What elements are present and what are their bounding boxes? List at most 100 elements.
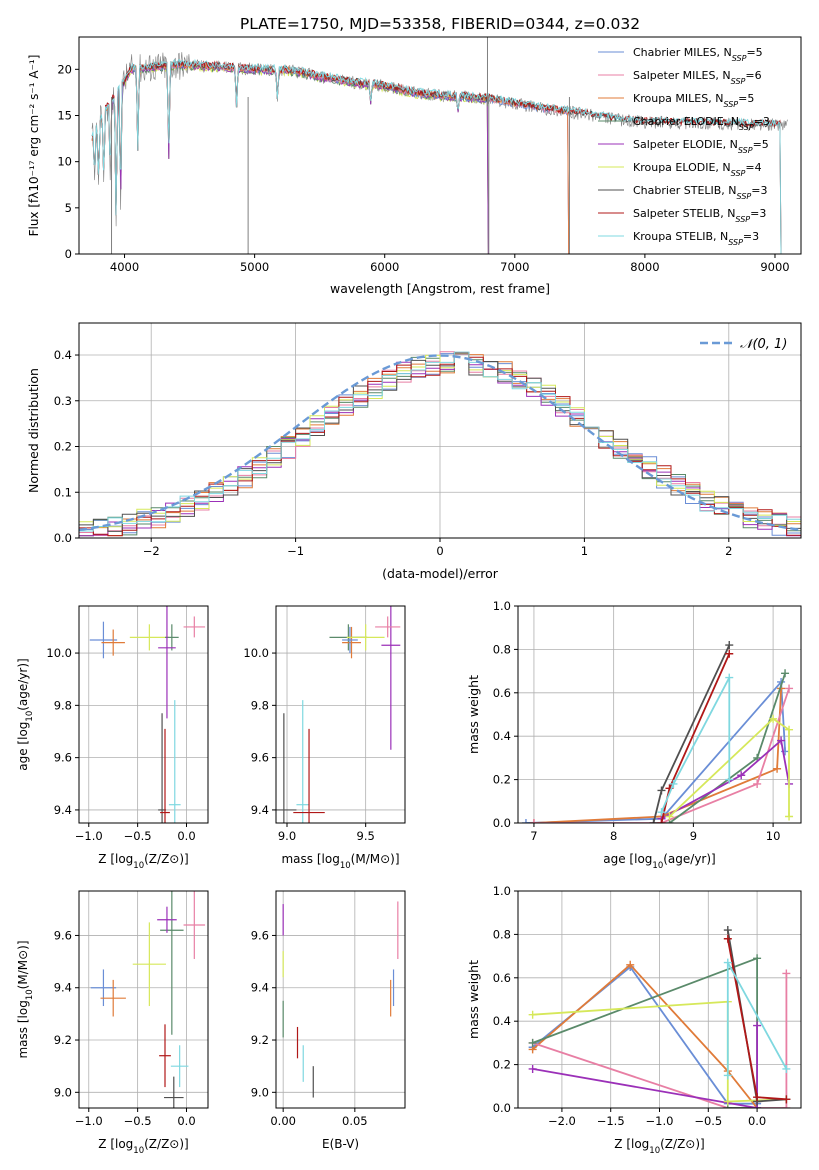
y-tick-label: 15 <box>57 108 72 122</box>
x-axis-label: Z [log10(Z/Z⊙)] <box>614 1137 704 1156</box>
y-tick-label: 9.0 <box>251 1085 269 1099</box>
weight-line-salp_miles <box>533 688 790 823</box>
weight-marker-salp_stelib <box>782 1095 791 1104</box>
residual-legend: 𝒩(0, 1) <box>700 337 787 352</box>
spectrum-legend: Chabrier MILES, NSSP=5 Salpeter MILES, NS… <box>598 46 770 247</box>
normal-curve <box>79 354 801 532</box>
y-axis-label: Normed distribution <box>26 368 41 493</box>
legend-entry-label: Kroupa STELIB, NSSP=3 <box>633 230 759 247</box>
y-tick-label: 0.8 <box>493 927 511 941</box>
y-tick-label: 9.6 <box>251 928 269 942</box>
weight-marker-krou_elodie <box>785 725 794 734</box>
errorbar-point-salp_miles <box>183 616 206 638</box>
errorbar-point-krou_elodie <box>132 922 166 1007</box>
weight-line-chab_miles <box>532 965 758 1105</box>
errorbar-point-salp_miles <box>183 891 206 959</box>
errorbar-point-krou_stelib <box>296 700 310 823</box>
y-axis-label: mass weight <box>466 960 481 1039</box>
x-tick-label: 9.5 <box>357 829 375 843</box>
x-tick-label: 8000 <box>630 260 659 274</box>
x-tick-label: −2 <box>143 544 160 558</box>
weight-line-salp_elodie <box>661 738 790 820</box>
weight-marker-chab_elodie <box>753 954 762 963</box>
x-tick-label: 7 <box>530 829 537 843</box>
mass_vs_Z-axes: −1.0 −0.5 0.0 9.0 9.2 9.4 9.6 Z [log10(Z/Z⊙)] ma… <box>16 890 209 1156</box>
weight-line-krou_stelib <box>660 677 731 813</box>
errorbar-point-salp_elodie <box>158 606 176 719</box>
y-tick-label: 0.4 <box>493 729 511 743</box>
y-tick-label: 0.1 <box>54 485 72 499</box>
axes-frame <box>275 605 406 824</box>
y-axis-label: mass weight <box>466 675 481 754</box>
errorbar-point-salp_stelib <box>293 728 325 823</box>
histogram-salp_stelib <box>79 351 801 537</box>
spectrum-model-line-krou_miles <box>91 60 570 254</box>
axes-frame <box>275 890 406 1109</box>
errorbar-point-salp_stelib <box>160 728 170 823</box>
weight-marker-krou_elodie <box>769 714 778 723</box>
legend-entry-label: Salpeter STELIB, NSSP=3 <box>633 207 766 224</box>
weight-line-salp_elodie <box>532 1025 758 1108</box>
x-tick-label: −1.0 <box>646 1114 674 1128</box>
x-tick-label: 7000 <box>500 260 529 274</box>
errorbar-point-chab_stelib <box>276 713 297 823</box>
weight_vs_age-axes: 7 8 9 10 0.0 0.2 0.4 0.6 0.8 1.0 age [log10(age/yr… <box>466 599 802 871</box>
errorbar-point-krou_miles <box>342 626 361 659</box>
weight_vs_Z-axes: −2.0 −1.5 −1.0 −0.5 0.0 0.0 0.2 0.4 0.6 0.8 1.0 Z [… <box>466 884 802 1156</box>
y-tick-label: 0.6 <box>493 686 511 700</box>
mass_vs_Z-plot-area <box>90 891 206 1108</box>
y-tick-label: 1.0 <box>493 599 511 613</box>
weight-marker-krou_elodie <box>785 812 794 821</box>
weight-marker-chab_miles <box>521 819 530 823</box>
y-tick-label: 0.6 <box>493 971 511 985</box>
y-tick-label: 9.4 <box>251 803 269 817</box>
x-tick-label: −1 <box>287 544 304 558</box>
weight-line-krou_miles <box>532 963 758 1108</box>
errorbar-point-krou_elodie <box>346 624 385 651</box>
y-tick-label: 9.8 <box>54 698 72 712</box>
weight-marker-salp_elodie <box>528 1064 537 1073</box>
y-tick-label: 10 <box>57 155 72 169</box>
histogram-krou_stelib <box>79 351 801 532</box>
weight-line-krou_miles <box>533 688 782 823</box>
x-tick-label: 6000 <box>370 260 399 274</box>
weight-line-salp_miles <box>532 973 788 1108</box>
x-tick-label: 8 <box>610 829 617 843</box>
y-tick-label: 5 <box>65 201 72 215</box>
residuals-plot-area <box>79 351 801 537</box>
y-tick-label: 0.0 <box>54 531 72 545</box>
weight-marker-chab_elodie <box>528 1038 537 1047</box>
weight-marker-krou_stelib <box>782 1064 791 1073</box>
x-tick-label: 10 <box>766 829 781 843</box>
errorbar-point-salp_elodie <box>381 606 401 750</box>
weight-line-chab_miles <box>525 679 786 823</box>
x-axis-label: mass [log10(M/M⊙)] <box>281 852 399 871</box>
weight-line-salp_stelib <box>660 653 731 823</box>
axes-frame <box>78 36 802 255</box>
weight-marker-salp_stelib <box>753 1093 762 1102</box>
age_vs_mass-axes: 9.0 9.5 9.4 9.6 9.8 10.0 mass [log10(M/M⊙)] <box>243 605 406 871</box>
age_vs_Z-plot-area <box>89 606 206 823</box>
weight-line-krou_elodie <box>668 717 790 818</box>
x-tick-label: −2.0 <box>548 1114 576 1128</box>
legend-entry-label: Salpeter ELODIE, NSSP=5 <box>633 138 769 155</box>
weight-marker-salp_miles <box>753 779 762 788</box>
x-axis-label: age [log10(age/yr)] <box>603 852 715 871</box>
legend-entry-label: 𝒩(0, 1) <box>740 337 787 352</box>
y-axis-label: mass [log10(M/M⊙)] <box>16 940 35 1058</box>
weight_vs_age-plot-area <box>521 641 794 823</box>
y-tick-label: 0.4 <box>54 348 72 362</box>
errorbar-point-chab_miles <box>89 621 118 659</box>
weight-marker-salp_elodie <box>753 1021 762 1030</box>
age_vs_mass-plot-area <box>276 606 401 823</box>
residuals-axes: −2 −1 0 1 2 0.0 0.1 0.2 0.3 0.4 (data-model)/error… <box>26 322 802 581</box>
errorbar-point-chab_elodie <box>160 891 184 1035</box>
weight-marker-chab_stelib <box>723 926 732 935</box>
y-axis-label: Flux [fλ10⁻¹⁷ erg cm⁻² s⁻¹ A⁻¹] <box>27 55 41 237</box>
spectrum-model-line-chab_stelib <box>91 60 782 254</box>
y-tick-label: 9.8 <box>251 698 269 712</box>
y-tick-label: 0 <box>65 247 72 261</box>
y-tick-label: 0.2 <box>54 440 72 454</box>
